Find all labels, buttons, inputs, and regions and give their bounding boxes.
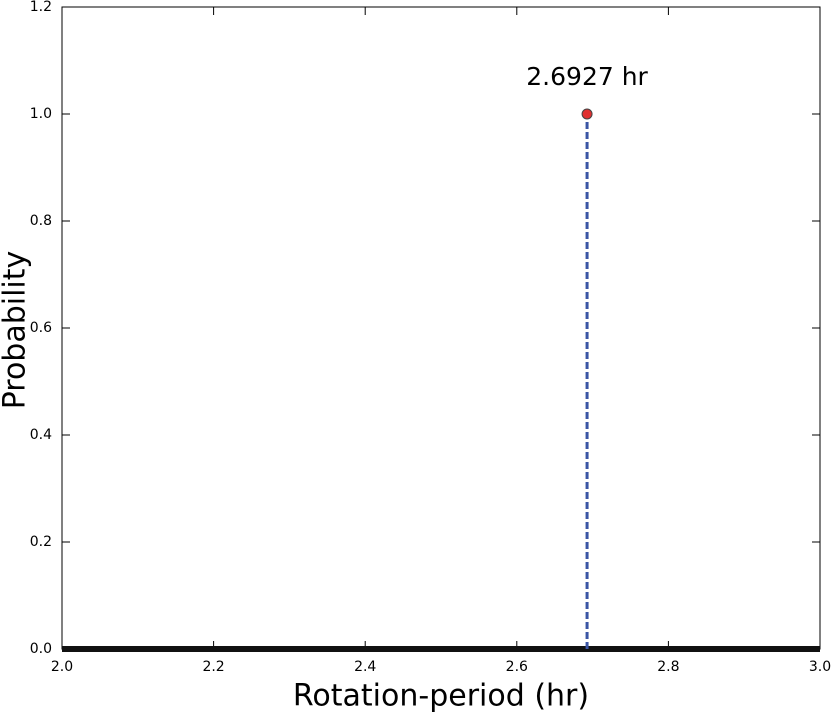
x-tick-label: 2.8 [657, 659, 679, 675]
y-tick-label: 1.0 [30, 106, 52, 122]
y-tick-label: 1.2 [30, 0, 52, 15]
y-tick-label: 0.4 [30, 427, 52, 443]
peak-marker [581, 108, 593, 120]
y-axis-label: Probability [0, 251, 33, 410]
x-axis-label: Rotation-period (hr) [293, 679, 589, 714]
y-tick-label: 0.8 [30, 213, 52, 229]
x-tick-label: 2.0 [51, 659, 73, 675]
peak-annotation: 2.6927 hr [526, 62, 648, 91]
y-tick-label: 0.6 [30, 320, 52, 336]
x-tick-label: 2.2 [202, 659, 224, 675]
x-tick-label: 2.4 [354, 659, 376, 675]
x-tick-label: 2.6 [506, 659, 528, 675]
y-tick-label: 0.0 [30, 641, 52, 657]
x-tick-label: 3.0 [809, 659, 831, 675]
plot-frame [61, 6, 821, 650]
y-tick-label: 0.2 [30, 534, 52, 550]
